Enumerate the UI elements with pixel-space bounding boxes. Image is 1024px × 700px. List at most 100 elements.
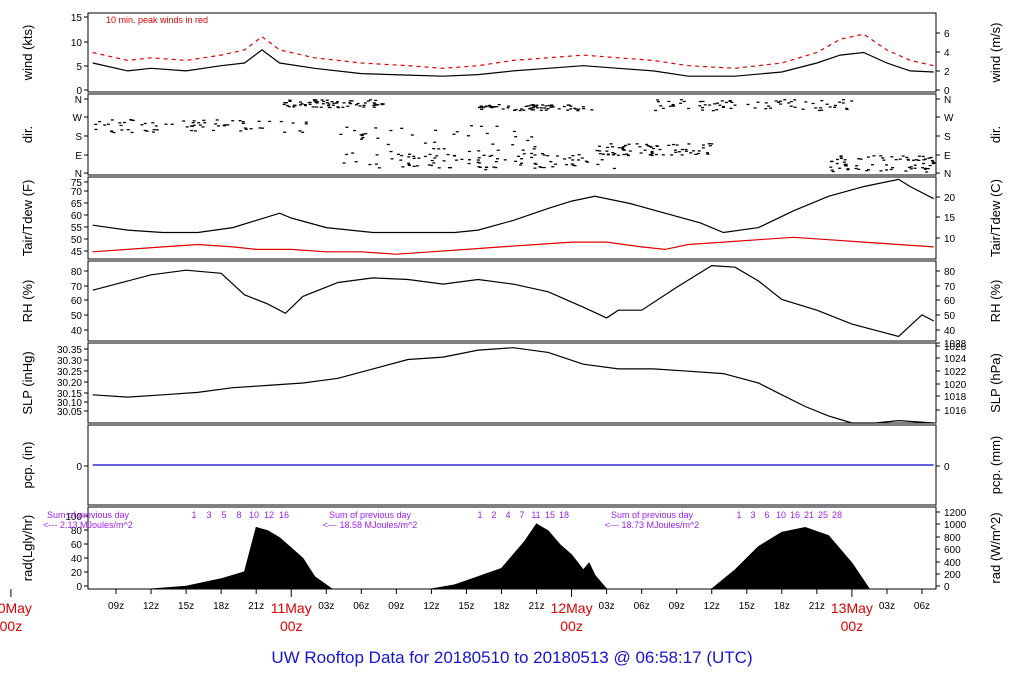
dir-mark bbox=[341, 106, 345, 108]
rad-hour-mark: 4 bbox=[505, 510, 510, 520]
rad-right-tick-label: 400 bbox=[944, 558, 961, 569]
dir-mark bbox=[432, 148, 436, 150]
dir-mark bbox=[354, 161, 358, 163]
dir-mark bbox=[361, 137, 365, 139]
dir-mark bbox=[327, 103, 331, 105]
dir-mark bbox=[643, 149, 647, 151]
dir-mark bbox=[842, 161, 846, 163]
dir-mark bbox=[120, 129, 124, 131]
dir-mark bbox=[241, 122, 245, 124]
dir-mark bbox=[288, 99, 292, 101]
dir-mark bbox=[814, 107, 818, 109]
dir-mark bbox=[529, 104, 533, 106]
dir-mark bbox=[412, 165, 416, 167]
rh-right-tick-label: 60 bbox=[944, 296, 956, 307]
dir-mark bbox=[501, 108, 505, 110]
dir-mark bbox=[789, 100, 793, 103]
rad-sum-value: <--- 18.58 MJoules/m^2 bbox=[323, 520, 418, 530]
dir-mark bbox=[372, 104, 376, 107]
dir-mark bbox=[793, 99, 797, 101]
dir-mark bbox=[701, 144, 705, 146]
rad-hour-mark: 8 bbox=[236, 510, 241, 520]
dir-mark bbox=[567, 104, 571, 106]
rad-left-tick-label: 80 bbox=[71, 526, 83, 537]
dir-mark bbox=[857, 168, 861, 170]
dir-mark bbox=[336, 106, 340, 108]
dir-mark bbox=[279, 120, 283, 123]
dir-mark bbox=[881, 157, 885, 159]
dir-mark bbox=[479, 125, 483, 127]
dir-mark bbox=[668, 105, 672, 107]
dir-left-tick-label: W bbox=[73, 113, 83, 124]
dir-mark bbox=[304, 104, 307, 107]
dir-mark bbox=[119, 124, 123, 127]
wind-right-tick-label: 4 bbox=[944, 48, 950, 59]
temp-ylabel-right: Tair/Tdew (C) bbox=[988, 179, 1003, 257]
time-tick-label: 15z bbox=[458, 601, 474, 612]
wind-left-tick-label: 15 bbox=[71, 13, 83, 24]
day-label: 10May bbox=[0, 600, 32, 616]
dir-mark bbox=[243, 127, 247, 129]
dir-mark bbox=[701, 106, 704, 109]
dir-mark bbox=[839, 155, 843, 157]
rad-hour-mark: 15 bbox=[545, 510, 555, 520]
dir-mark bbox=[817, 109, 821, 112]
temp-left-tick-label: 55 bbox=[71, 223, 83, 234]
dir-mark bbox=[697, 150, 701, 152]
dir-mark bbox=[151, 131, 155, 133]
dir-mark bbox=[929, 156, 933, 159]
dir-mark bbox=[518, 109, 522, 112]
rad-hour-mark: 28 bbox=[832, 510, 842, 520]
rad-hour-mark: 18 bbox=[559, 510, 569, 520]
dir-mark bbox=[372, 102, 376, 104]
dir-mark bbox=[577, 108, 581, 110]
dir-mark bbox=[622, 153, 626, 156]
dir-mark bbox=[611, 154, 615, 156]
temp-left-tick-label: 50 bbox=[71, 235, 83, 246]
temp-right-tick-label: 10 bbox=[944, 234, 956, 245]
dir-mark bbox=[362, 104, 366, 106]
dir-mark bbox=[517, 155, 520, 157]
rad-hour-mark: 12 bbox=[264, 510, 274, 520]
dir-mark bbox=[550, 104, 553, 106]
dir-mark bbox=[417, 157, 421, 159]
dir-mark bbox=[621, 149, 625, 151]
dir-mark bbox=[336, 101, 339, 103]
dir-mark bbox=[820, 100, 824, 102]
dir-mark bbox=[376, 137, 380, 139]
dir-mark bbox=[152, 129, 156, 131]
dir-mark bbox=[506, 107, 510, 109]
rad-left-tick-label: 40 bbox=[71, 554, 83, 565]
dir-mark bbox=[512, 130, 516, 133]
temp-left-tick-label: 45 bbox=[71, 247, 83, 258]
dir-mark bbox=[570, 163, 574, 165]
dir-mark bbox=[721, 106, 725, 108]
dir-mark bbox=[312, 99, 316, 101]
dir-mark bbox=[350, 100, 354, 102]
dir-mark bbox=[767, 105, 771, 107]
dir-mark bbox=[921, 167, 925, 169]
dir-mark bbox=[534, 105, 538, 108]
dir-right-tick-label: S bbox=[944, 132, 951, 143]
dir-mark bbox=[285, 102, 288, 104]
dir-mark bbox=[581, 106, 585, 108]
dir-mark bbox=[140, 124, 144, 126]
rad-hour-mark: 2 bbox=[491, 510, 496, 520]
dir-mark bbox=[455, 159, 458, 161]
dir-mark bbox=[377, 167, 381, 169]
dir-mark bbox=[672, 105, 676, 107]
dir-mark bbox=[625, 153, 629, 155]
dir-mark bbox=[586, 161, 590, 163]
dir-left-tick-label: E bbox=[75, 151, 82, 162]
dir-mark bbox=[536, 107, 540, 109]
dir-mark bbox=[923, 168, 927, 170]
rad-hour-mark: 25 bbox=[818, 510, 828, 520]
dir-mark bbox=[514, 108, 518, 111]
dir-mark bbox=[447, 167, 451, 169]
slp-left-tick-label: 30.20 bbox=[57, 378, 82, 389]
dir-mark bbox=[356, 102, 360, 105]
dir-mark bbox=[531, 104, 535, 106]
dir-mark bbox=[793, 106, 797, 108]
dir-mark bbox=[301, 131, 305, 133]
dir-mark bbox=[555, 155, 559, 157]
